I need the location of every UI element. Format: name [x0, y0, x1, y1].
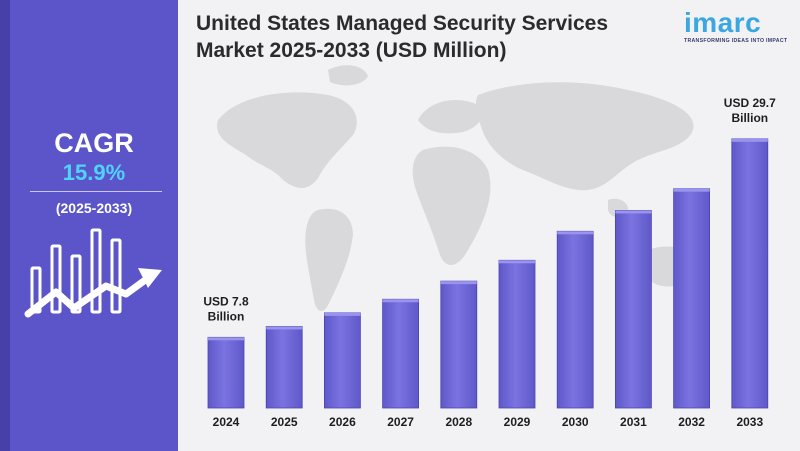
chart-title: United States Managed Security Services …	[196, 10, 676, 64]
chart-title-line2: Market 2025-2033 (USD Million)	[196, 39, 507, 62]
cagr-value: 15.9%	[62, 160, 126, 185]
bar-top-2029	[499, 260, 535, 264]
logo-wordmark: imarc	[684, 7, 762, 38]
bar-2025	[265, 326, 303, 409]
chart-title-line1: United States Managed Security Services	[196, 12, 608, 35]
data-label-2033-line1: USD 29.7	[724, 96, 776, 110]
bar-top-2030	[557, 231, 594, 235]
logo-tagline: TRANSFORMING IDEAS INTO IMPACT	[684, 38, 788, 44]
data-label-2033-line2: Billion	[731, 111, 768, 125]
cagr-label: CAGR	[54, 128, 134, 158]
cagr-panel: CAGR 15.9% (2025-2033)	[0, 0, 178, 451]
bar-top-2024	[208, 337, 244, 341]
data-label-2024-line2: Billion	[208, 309, 245, 323]
bar-2029	[498, 259, 536, 409]
bar-2031	[614, 210, 652, 409]
bar-top-2026	[324, 312, 361, 316]
bar-2024	[207, 336, 245, 409]
bar-top-2033	[731, 138, 768, 142]
bar-2027	[382, 298, 420, 409]
x-tick-label: 2032	[678, 415, 705, 429]
x-tick-label: 2030	[562, 415, 589, 429]
bar-2032	[673, 188, 711, 409]
x-tick-label: 2028	[445, 415, 472, 429]
bar-top-2031	[615, 210, 652, 214]
cagr-divider	[30, 191, 162, 192]
bar-2033	[731, 138, 769, 409]
data-label-2024-line1: USD 7.8	[203, 294, 249, 308]
x-tick-label: 2026	[329, 415, 356, 429]
x-tick-label: 2025	[271, 415, 298, 429]
bar-chart: 2024 2025 2026 2027 2028 2029 2030 2031 2032 2033…	[203, 96, 776, 429]
x-tick-label: 2033	[736, 415, 763, 429]
bar-2026	[323, 312, 361, 409]
imarc-logo: imarc TRANSFORMING IDEAS INTO IMPACT	[684, 7, 794, 45]
x-tick-label: 2024	[213, 415, 240, 429]
bar-top-2027	[382, 299, 419, 303]
panel-strip	[0, 0, 10, 451]
x-tick-label: 2031	[620, 415, 647, 429]
cagr-period: (2025-2033)	[55, 200, 133, 216]
bar-2030	[556, 230, 594, 409]
bar-2028	[440, 280, 478, 409]
bar-top-2028	[440, 281, 477, 285]
world-map-icon	[217, 65, 698, 312]
x-tick-label: 2027	[387, 415, 414, 429]
bar-top-2032	[673, 188, 710, 192]
x-tick-label: 2029	[504, 415, 531, 429]
growth-chart-icon	[24, 228, 162, 318]
bar-top-2025	[266, 326, 303, 330]
